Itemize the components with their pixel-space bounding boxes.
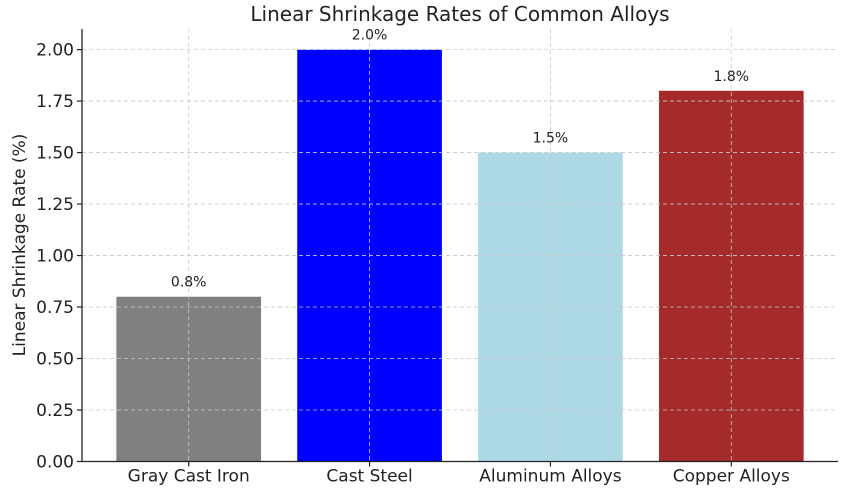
y-tick-label: 0.25 (36, 401, 74, 421)
data-labels: 0.8% 2.0% 1.5% 1.8% (171, 28, 749, 291)
x-tick-label: Copper Alloys (673, 467, 790, 486)
data-label: 1.8% (714, 69, 750, 85)
data-label: 1.5% (533, 131, 569, 147)
x-tick-label: Gray Cast Iron (128, 467, 250, 486)
x-tick-label: Cast Steel (326, 467, 412, 486)
y-tick-label: 0.50 (36, 350, 74, 370)
x-ticks: Gray Cast Iron Cast Steel Aluminum Alloys C… (128, 461, 790, 487)
y-tick-label: 2.00 (36, 41, 74, 61)
y-tick-label: 1.00 (36, 247, 74, 267)
chart-title: Linear Shrinkage Rates of Common Alloys (250, 2, 669, 26)
y-axis-label: Linear Shrinkage Rate (%) (10, 134, 30, 357)
data-label: 0.8% (171, 275, 207, 291)
y-tick-label: 0.75 (36, 298, 74, 318)
y-tick-label: 1.25 (36, 195, 74, 215)
x-tick-label: Aluminum Alloys (479, 467, 621, 486)
y-ticks: 0.00 0.25 0.50 0.75 1.00 1.25 1.50 1.75 2.00 (36, 41, 82, 473)
y-tick-label: 1.50 (36, 144, 74, 164)
y-tick-label: 0.00 (36, 453, 74, 473)
data-label: 2.0% (352, 28, 388, 44)
y-tick-label: 1.75 (36, 92, 74, 112)
